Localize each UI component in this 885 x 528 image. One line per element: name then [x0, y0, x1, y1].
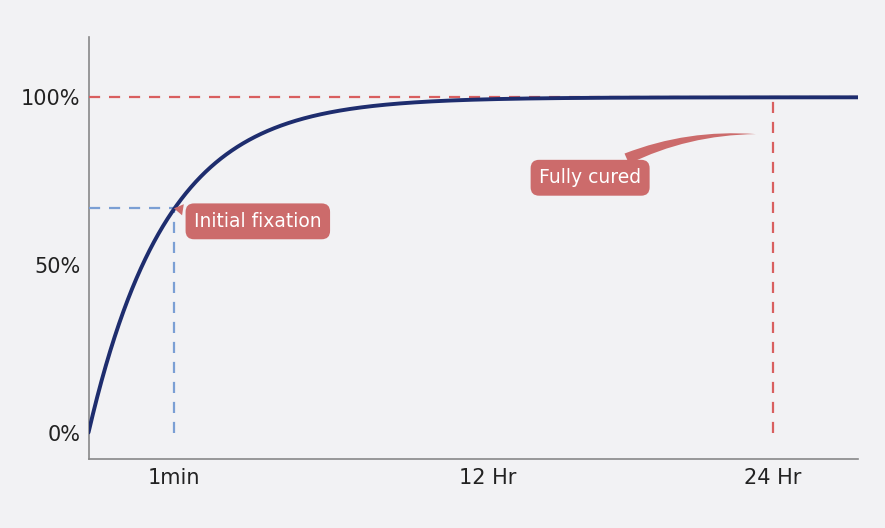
Text: Fully cured: Fully cured — [539, 133, 756, 187]
Text: Initial fixation: Initial fixation — [174, 204, 321, 231]
